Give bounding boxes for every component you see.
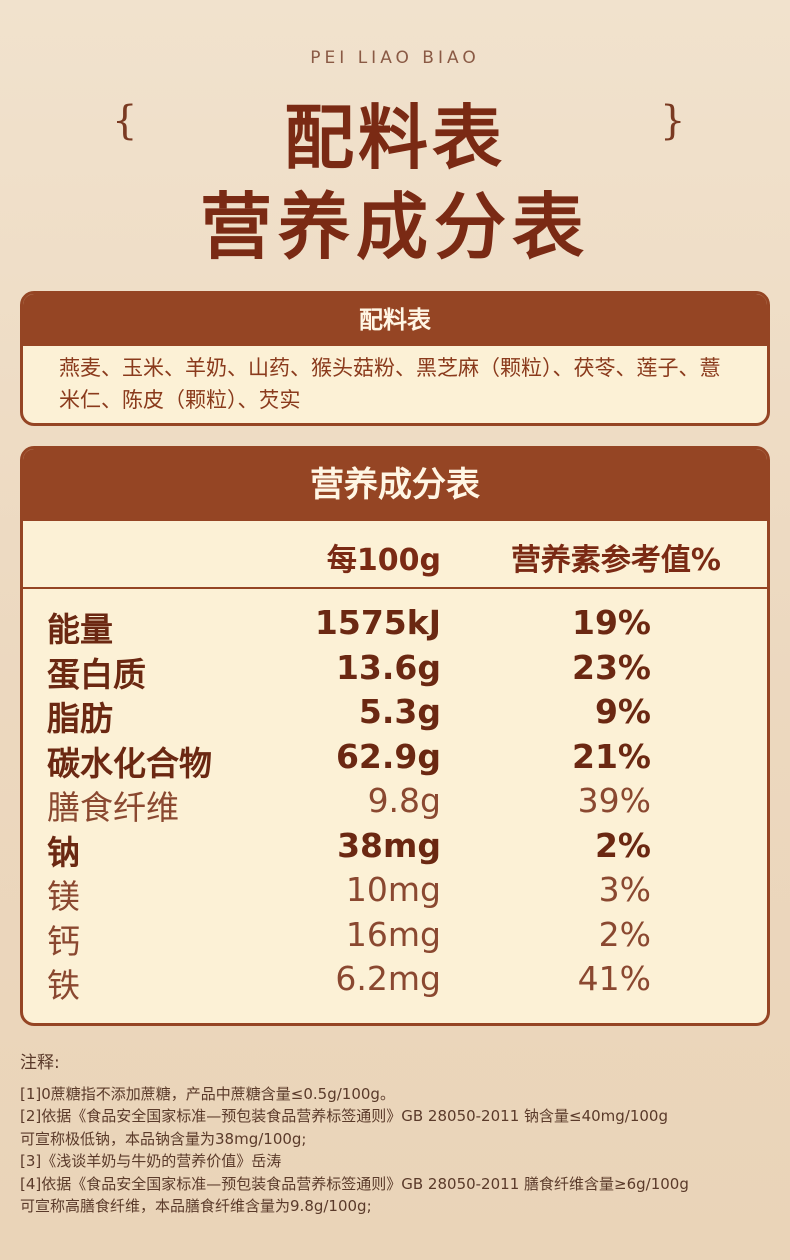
col-nrv-header: 营养素参考值%	[510, 543, 721, 578]
nutrition-panel: 营养成分表 每100g 营养素参考值% 能量 1575kJ 19% 蛋白质 13.6g 2…	[20, 446, 770, 1026]
table-row: 脂肪 5.3g 9%	[23, 692, 767, 738]
nutrient-amount: 1575kJ	[314, 603, 441, 642]
col-amount-header: 每100g	[326, 543, 441, 578]
nutrient-name: 铁	[47, 966, 80, 1005]
nutrient-nrv: 41%	[577, 959, 651, 998]
note-line: [4]依据《食品安全国家标准—预包装食品营养标签通则》GB 28050-2011…	[20, 1174, 689, 1193]
nutrient-nrv: 21%	[572, 736, 651, 776]
left-brace: {	[112, 98, 138, 144]
table-row: 蛋白质 13.6g 23%	[23, 647, 767, 694]
nutrient-amount: 10mg	[345, 870, 441, 909]
nutrient-name: 钠	[47, 832, 80, 872]
nutrient-name: 膳食纤维	[47, 788, 179, 827]
note-line: [2]依据《食品安全国家标准—预包装食品营养标签通则》GB 28050-2011…	[20, 1107, 668, 1125]
nutrient-name: 蛋白质	[47, 654, 146, 694]
nutrient-nrv: 23%	[572, 647, 651, 687]
nutrient-nrv: 3%	[598, 870, 651, 909]
nutrient-nrv: 19%	[572, 603, 651, 642]
nutrient-amount: 5.3g	[358, 692, 441, 731]
notes-title: 注释:	[20, 1053, 60, 1073]
table-row: 镁 10mg 3%	[23, 870, 767, 916]
table-row: 碳水化合物 62.9g 21%	[23, 736, 767, 783]
nutrient-name: 镁	[47, 877, 80, 916]
nutrient-amount: 6.2mg	[335, 959, 441, 998]
nutrient-nrv: 2%	[594, 825, 651, 865]
nutrient-name: 能量	[47, 610, 113, 649]
note-line: [1]0蔗糖指不添加蔗糖，产品中蔗糖含量≤0.5g/100g。	[20, 1084, 395, 1103]
page-title: 配料表	[284, 97, 506, 179]
table-row: 铁 6.2mg 41%	[23, 959, 767, 1005]
nutrient-amount: 13.6g	[335, 647, 441, 687]
nutrient-nrv: 2%	[598, 914, 651, 954]
nutrition-title: 营养成分表	[23, 449, 767, 521]
note-line: 可宣称极低钠，本品钠含量为38mg/100g;	[20, 1129, 307, 1148]
nutrient-amount: 9.8g	[367, 781, 441, 820]
pinyin-subtitle: PEI LIAO BIAO	[310, 48, 480, 68]
table-row: 钠 38mg 2%	[23, 825, 767, 872]
ingredients-panel: 配料表 燕麦、玉米、羊奶、山药、猴头菇粉、黑芝麻（颗粒）、茯苓、莲子、薏米仁、陈…	[20, 291, 770, 426]
ingredients-text: 燕麦、玉米、羊奶、山药、猴头菇粉、黑芝麻（颗粒）、茯苓、莲子、薏米仁、陈皮（颗粒…	[59, 356, 721, 412]
nutrient-name: 脂肪	[47, 699, 113, 738]
ingredients-title: 配料表	[23, 294, 767, 346]
notes: 注释: [1]0蔗糖指不添加蔗糖，产品中蔗糖含量≤0.5g/100g。 [2]依据…	[20, 1052, 689, 1218]
nutrient-amount: 38mg	[337, 825, 441, 865]
nutrient-nrv: 39%	[577, 781, 651, 820]
nutrient-name: 钙	[47, 921, 80, 961]
table-row: 钙 16mg 2%	[23, 914, 767, 961]
table-row: 膳食纤维 9.8g 39%	[23, 781, 767, 827]
nutrient-nrv: 9%	[594, 692, 651, 731]
note-line: 可宣称高膳食纤维，本品膳食纤维含量为9.8g/100g;	[20, 1197, 372, 1215]
right-brace: }	[660, 98, 686, 144]
table-row: 能量 1575kJ 19%	[23, 603, 767, 649]
nutrient-amount: 62.9g	[335, 736, 441, 776]
nutrient-amount: 16mg	[345, 914, 441, 954]
nutrient-name: 碳水化合物	[47, 743, 212, 783]
page-subtitle: 营养成分表	[199, 185, 590, 269]
note-line: [3]《浅谈羊奶与牛奶的营养价值》岳涛	[20, 1152, 282, 1170]
nutrition-header-row: 每100g 营养素参考值%	[23, 521, 767, 589]
